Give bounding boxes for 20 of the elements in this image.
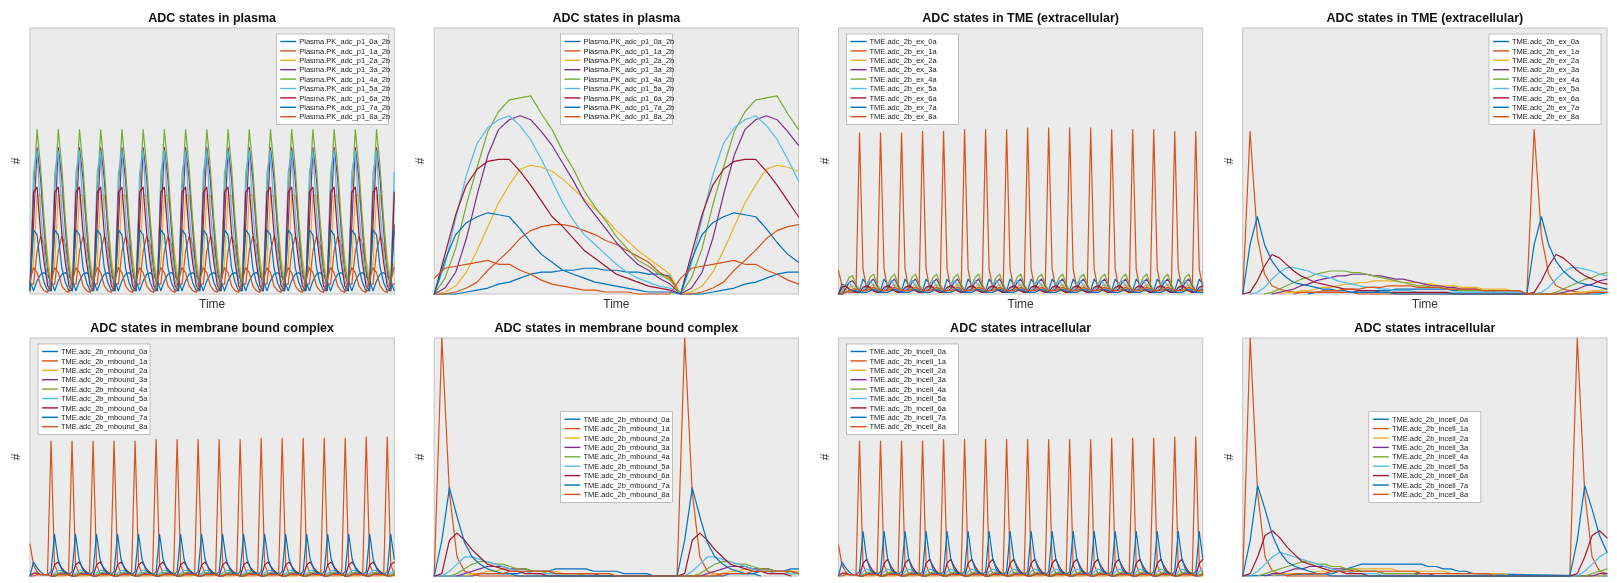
y-axis-title: # — [413, 157, 428, 165]
chart-title: ADC states in plasma — [148, 11, 278, 25]
chart-title: ADC states in membrane bound complex — [494, 321, 739, 335]
y-axis-title: # — [817, 157, 832, 165]
chart-title: ADC states in TME (extracellular) — [922, 11, 1119, 25]
y-axis-title: # — [1221, 453, 1236, 461]
y-axis-title: # — [413, 453, 428, 461]
chart-title: ADC states in membrane bound complex — [90, 321, 335, 335]
y-axis-title: # — [1221, 157, 1236, 165]
chart-title: ADC states intracellular — [1354, 321, 1496, 335]
chart-title: ADC states intracellular — [950, 321, 1092, 335]
x-axis-title: Time — [603, 297, 630, 311]
x-axis-title: Time — [199, 297, 226, 311]
y-axis-title: # — [817, 453, 832, 461]
x-axis-title: Time — [1411, 297, 1439, 311]
y-axis-title: # — [9, 157, 23, 165]
y-axis-title: # — [9, 453, 23, 461]
chart-title: ADC states in TME (extracellular) — [1326, 11, 1524, 25]
chart-title: ADC states in plasma — [552, 11, 682, 25]
x-axis-title: Time — [1007, 297, 1035, 311]
